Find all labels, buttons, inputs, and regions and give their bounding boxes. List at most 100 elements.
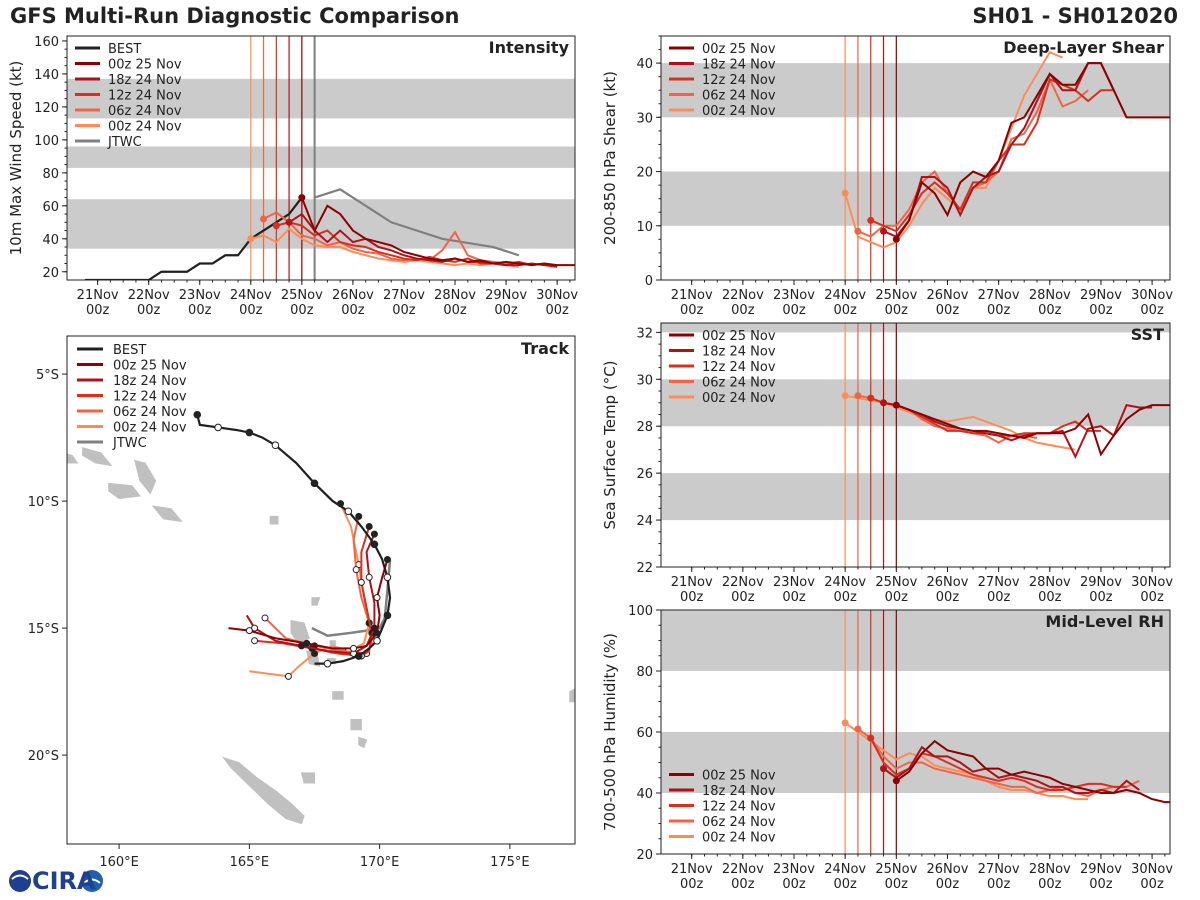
track-best-point (383, 573, 392, 582)
shear-xtick-label-bottom: 00z (731, 303, 755, 318)
rh-series-start-0 (892, 777, 900, 785)
track-ytick-label: 15°S (28, 622, 59, 637)
sst-band-2 (661, 323, 1170, 333)
shear-xtick-label-top: 24Nov (824, 288, 866, 303)
sst-xtick-label-bottom: 00z (936, 590, 960, 605)
intensity-xtick-label-bottom: 00z (137, 303, 161, 318)
shear-legend-label: 00z 25 Nov (702, 42, 776, 57)
rh-xtick-label-top: 27Nov (978, 862, 1020, 877)
shear-xtick-label-top: 29Nov (1080, 288, 1122, 303)
shear-series-start-4 (841, 189, 849, 197)
track-best-point (214, 423, 222, 432)
intensity-series-start-0 (298, 194, 306, 202)
sst-xtick-label-bottom: 00z (885, 590, 909, 605)
intensity-ytick-label: 160 (34, 35, 59, 50)
intensity-xtick-label-bottom: 00z (341, 303, 365, 318)
sst-legend-label: 12z 24 Nov (702, 360, 776, 375)
land-tanna (358, 736, 368, 749)
sst-xtick-label-bottom: 00z (1089, 590, 1113, 605)
rh-legend-label: 06z 24 Nov (702, 815, 776, 830)
intensity-xtick-label-top: 27Nov (383, 288, 425, 303)
rh-title: Mid-Level RH (1045, 612, 1164, 631)
track-legend-label: 12z 24 Nov (113, 390, 187, 405)
track-series-1 (245, 533, 376, 655)
intensity-legend-label: 18z 24 Nov (108, 73, 182, 88)
intensity-jtwc-line (314, 188, 520, 257)
intensity-series-1 (288, 212, 558, 268)
sst-frame (660, 322, 1171, 568)
intensity-xtick-label-top: 24Nov (230, 288, 272, 303)
shear-xtick-label-top: 21Nov (671, 288, 713, 303)
rh-series-start-1 (880, 765, 888, 773)
intensity-xtick-label-top: 23Nov (179, 288, 221, 303)
sst-band-0 (661, 473, 1170, 521)
intensity-legend-label: JTWC (107, 135, 142, 150)
track-xtick-label: 160°E (99, 855, 139, 870)
sst-xtick-label-bottom: 00z (833, 590, 857, 605)
track-legend-label: 18z 24 Nov (113, 374, 187, 389)
sst-series-0 (895, 404, 1170, 457)
intensity-legend-label: 12z 24 Nov (108, 89, 182, 104)
intensity-ytick-label: 20 (42, 266, 59, 281)
track-legend-label: 00z 25 Nov (113, 359, 187, 374)
shear-xtick-label-top: 22Nov (722, 288, 764, 303)
rh-xtick-label-bottom: 00z (885, 877, 909, 892)
track-series-point (284, 672, 292, 680)
track-series-point (245, 627, 253, 635)
shear-ytick-label: 30 (636, 111, 653, 126)
sst-ytick-label: 32 (636, 326, 653, 341)
sst-xtick-label-bottom: 00z (680, 590, 704, 605)
rh-plot-area (661, 610, 1170, 854)
shear-series-1 (883, 62, 1115, 238)
shear-series-0 (895, 62, 1170, 240)
track-best-point (245, 428, 254, 437)
intensity-xtick-label-top: 30Nov (536, 288, 578, 303)
shear-xtick-label-bottom: 00z (936, 303, 960, 318)
track-legend-label: JTWC (112, 436, 147, 451)
rh-ytick-label: 40 (636, 787, 653, 802)
shear-series-start-3 (854, 227, 862, 235)
intensity-ytick-label: 120 (34, 101, 59, 116)
intensity-series-start-3 (260, 215, 268, 223)
intensity-legend-label: 00z 24 Nov (108, 120, 182, 135)
sst-xtick-label-bottom: 00z (1038, 590, 1062, 605)
cira-logo-text: CIRA (32, 867, 96, 895)
sst-xtick-label-top: 22Nov (722, 575, 764, 590)
sst-legend-label: 18z 24 Nov (702, 345, 776, 360)
sst-series-start-2 (867, 394, 875, 402)
sst-legend-label: 00z 24 Nov (702, 391, 776, 406)
shear-ytick-label: 40 (636, 57, 653, 72)
track-series-point (370, 530, 378, 538)
rh-series-4 (844, 722, 1089, 801)
shear-legend-label: 06z 24 Nov (702, 89, 776, 104)
intensity-title: Intensity (489, 38, 570, 57)
sst-series-start-0 (892, 401, 900, 409)
rh-xtick-label-top: 30Nov (1131, 862, 1173, 877)
rh-legend-label: 00z 24 Nov (702, 831, 776, 846)
shear-ytick-label: 20 (636, 166, 653, 181)
shear-xtick-label-bottom: 00z (885, 303, 909, 318)
sst-title: SST (1131, 325, 1164, 344)
track-best-point (354, 652, 363, 660)
intensity-xtick-label-bottom: 00z (239, 303, 263, 318)
intensity-band-1 (67, 146, 575, 168)
shear-xtick-label-bottom: 00z (1140, 303, 1164, 318)
sst-series-start-4 (841, 392, 849, 400)
land-santa-isabel (82, 447, 113, 467)
track-best-point (323, 659, 332, 668)
shear-xtick-label-bottom: 00z (833, 303, 857, 318)
rh-xtick-label-top: 25Nov (875, 862, 917, 877)
intensity-series-4 (250, 227, 519, 268)
sst-series-1 (883, 401, 1153, 460)
shear-legend-label: 12z 24 Nov (702, 73, 776, 88)
land-espiritu-santo (290, 619, 310, 644)
track-map-area (67, 336, 575, 844)
intensity-ytick-label: 40 (42, 233, 59, 248)
land-banks (311, 597, 321, 606)
track-panel: 160°E 165°E 170°E 175°E 5°S 10°S 15°S 20°S Track… (28, 335, 576, 870)
land-fiji-edge (569, 688, 575, 703)
shear-xtick-label-bottom: 00z (782, 303, 806, 318)
rh-xtick-label-bottom: 00z (782, 877, 806, 892)
